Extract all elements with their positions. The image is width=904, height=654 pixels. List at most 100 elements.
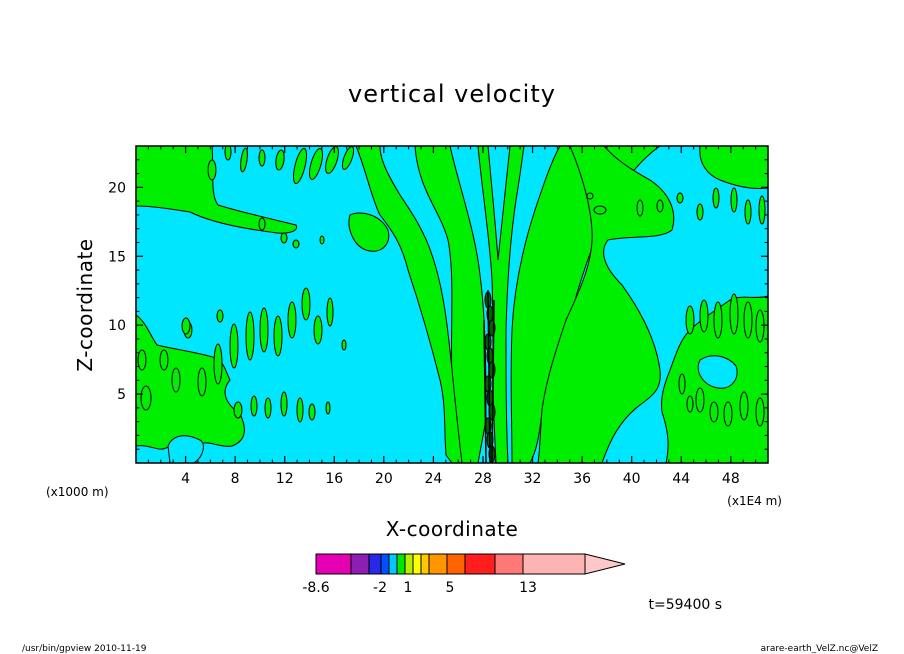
contour-cell (233, 401, 243, 419)
x-tick-label: 40 (623, 471, 641, 487)
contour-cell (308, 403, 316, 421)
contour-cell (292, 239, 300, 249)
contour-cell (275, 149, 285, 171)
contour-cell (245, 311, 255, 361)
contour-cell (296, 397, 304, 423)
contour-cell (695, 387, 705, 413)
colorbar (315, 553, 626, 575)
x-tick-label: 36 (573, 471, 591, 487)
y-tick-label: 10 (108, 318, 126, 334)
x-unit-left: (x1000 m) (46, 485, 109, 499)
colorbar-segment (494, 553, 524, 575)
colorbar-segment (396, 553, 406, 575)
colorbar-segment (350, 553, 370, 575)
contour-cell (229, 323, 239, 369)
contour-region (697, 355, 738, 389)
contour-cell (713, 301, 723, 339)
contour-cell (636, 199, 644, 217)
contour-cell (264, 397, 272, 419)
x-tick-label: 28 (474, 471, 492, 487)
contour-region (348, 212, 390, 252)
contour-cell (197, 367, 207, 397)
x-tick-label: 16 (325, 471, 343, 487)
colorbar-extension (584, 553, 626, 575)
contour-cell (686, 395, 694, 413)
contour-cell (744, 199, 752, 225)
colorbar-segment (428, 553, 448, 575)
contour-cell (712, 187, 720, 209)
contour-region (136, 146, 298, 234)
contour-core (488, 361, 496, 379)
contour-region (699, 146, 768, 189)
y-tick-label: 15 (108, 249, 126, 265)
contour-cell (313, 315, 323, 345)
contour-cell (743, 301, 753, 339)
contour-cell (224, 146, 232, 161)
x-unit-right: (x1E4 m) (727, 494, 782, 508)
colorbar-segment (446, 553, 466, 575)
colorbar-label: 5 (446, 580, 455, 596)
contour-cell (292, 147, 308, 185)
contour-cell (656, 199, 664, 213)
x-tick-label: 48 (722, 471, 740, 487)
contour-cell (729, 293, 739, 335)
x-ticks: 4 8 12 16 20 24 28 32 36 40 44 48 (147, 146, 757, 487)
contour-region (477, 146, 525, 463)
contour-core-lines (483, 289, 495, 463)
contour-cell (319, 235, 325, 245)
contour-cell (287, 301, 297, 339)
x-tick-label: 12 (276, 471, 294, 487)
contour-field (136, 146, 768, 463)
colorbar-segment (412, 553, 422, 575)
footer-right: arare-earth_VelZ.nc@VelZ (761, 644, 878, 654)
contour-cell (140, 385, 152, 411)
contour-region (487, 146, 511, 261)
chart-title: vertical velocity (348, 80, 556, 108)
colorbar-label: -8.6 (302, 580, 329, 596)
contour-cell (240, 147, 248, 173)
contour-cell (593, 205, 607, 215)
contour-cell (739, 391, 749, 421)
contour-cell (308, 148, 324, 180)
colorbar-label: -2 (373, 580, 387, 596)
y-tick-label: 5 (117, 387, 126, 403)
x-tick-label: 8 (231, 471, 240, 487)
contour-cell (280, 232, 288, 244)
contour-cell (258, 149, 266, 167)
contour-cell (250, 395, 258, 417)
colorbar-segment (315, 553, 352, 575)
time-label: t=59400 s (649, 597, 723, 613)
y-ticks: 5 10 15 20 (108, 159, 768, 450)
contour-cell (678, 373, 686, 395)
contour-cell (181, 317, 191, 335)
contour-cell (685, 305, 695, 335)
contour-cell (301, 287, 311, 321)
x-tick-label: 4 (181, 471, 190, 487)
colorbar-segment (380, 553, 390, 575)
contour-cell (723, 401, 733, 427)
contour-cell (730, 187, 738, 213)
contour-cell (273, 315, 283, 357)
contour-cell (341, 339, 347, 351)
contour-cell (696, 203, 704, 221)
contour-region (355, 146, 463, 463)
contour-cell (699, 299, 709, 333)
contour-cell (755, 397, 765, 427)
colorbar-segment (404, 553, 414, 575)
contour-region (167, 435, 204, 463)
contour-cell (137, 349, 147, 371)
footer-left: /usr/bin/gpview 2010-11-19 (22, 644, 147, 654)
x-tick-label: 44 (672, 471, 690, 487)
contour-cell (280, 391, 288, 417)
colorbar-label: 1 (404, 580, 413, 596)
contour-region (537, 146, 675, 463)
contour-cell (258, 217, 266, 231)
x-axis-label: X-coordinate (386, 517, 519, 541)
colorbar-segment (388, 553, 398, 575)
colorbar-labels: -8.6 -2 1 5 13 (302, 580, 537, 596)
x-tick-label: 20 (375, 471, 393, 487)
contour-cell (755, 309, 765, 343)
x-tick-label: 32 (524, 471, 542, 487)
plot-area (135, 145, 769, 464)
